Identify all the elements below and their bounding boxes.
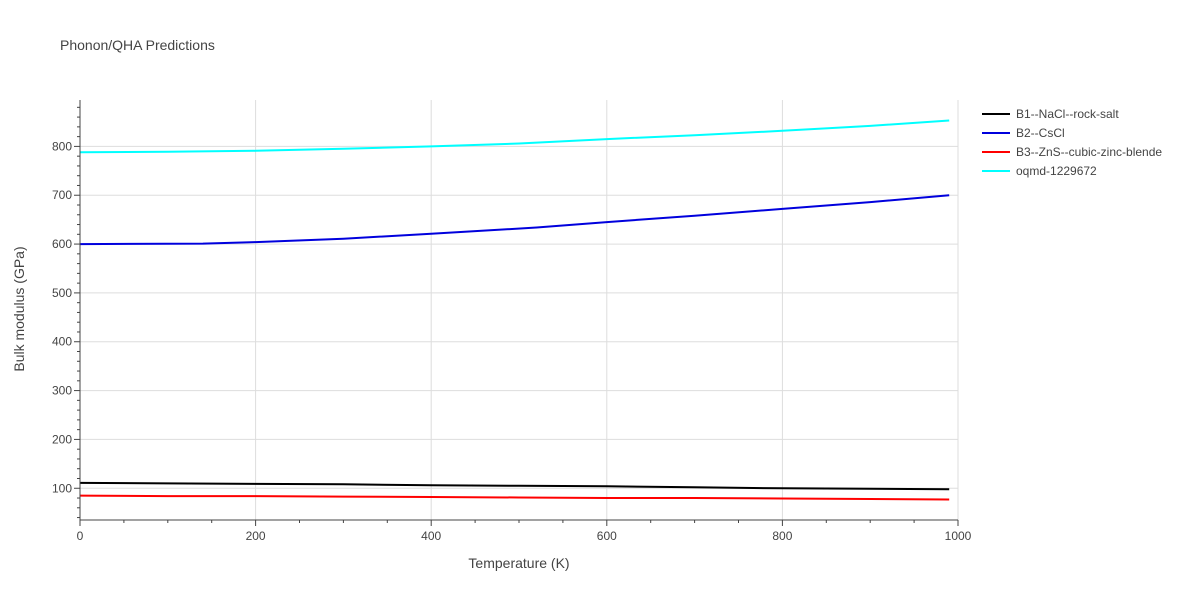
x-tick-label: 200 [246, 529, 266, 543]
x-tick-label: 0 [77, 529, 84, 543]
legend-item[interactable]: oqmd-1229672 [982, 164, 1097, 178]
y-tick-label: 600 [52, 237, 72, 251]
legend[interactable]: B1--NaCl--rock-salt B2--CsCl B3--ZnS--cubi… [982, 107, 1162, 178]
chart-title: Phonon/QHA Predictions [60, 37, 215, 53]
x-tick-label: 400 [421, 529, 441, 543]
legend-item[interactable]: B3--ZnS--cubic-zinc-blende [982, 145, 1162, 159]
y-tick-label: 800 [52, 139, 72, 153]
y-tick-label: 200 [52, 432, 72, 446]
axes [74, 100, 959, 526]
y-tick-label: 100 [52, 481, 72, 495]
series-line [79, 494, 950, 501]
grid-lines [80, 100, 959, 520]
y-tick-label: 500 [52, 286, 72, 300]
legend-label: B1--NaCl--rock-salt [1016, 107, 1119, 121]
y-tick-label: 400 [52, 335, 72, 349]
legend-item[interactable]: B1--NaCl--rock-salt [982, 107, 1119, 121]
y-tick-label: 700 [52, 188, 72, 202]
y-axis-title: Bulk modulus (GPa) [11, 246, 27, 371]
series-line [79, 481, 950, 491]
legend-item[interactable]: B2--CsCl [982, 126, 1065, 140]
plot-area [79, 119, 950, 501]
x-tick-label: 800 [772, 529, 792, 543]
legend-label: B2--CsCl [1016, 126, 1065, 140]
series-line [79, 194, 950, 246]
x-tick-label: 600 [597, 529, 617, 543]
legend-label: oqmd-1229672 [1016, 164, 1097, 178]
legend-label: B3--ZnS--cubic-zinc-blende [1016, 145, 1162, 159]
y-tick-label: 300 [52, 384, 72, 398]
series-line [79, 119, 950, 154]
x-tick-label: 1000 [945, 529, 972, 543]
x-axis-title: Temperature (K) [468, 555, 569, 571]
tick-labels: 0 200 400 600 800 1000 100 200 300 400 500 600 700 80… [52, 139, 972, 543]
